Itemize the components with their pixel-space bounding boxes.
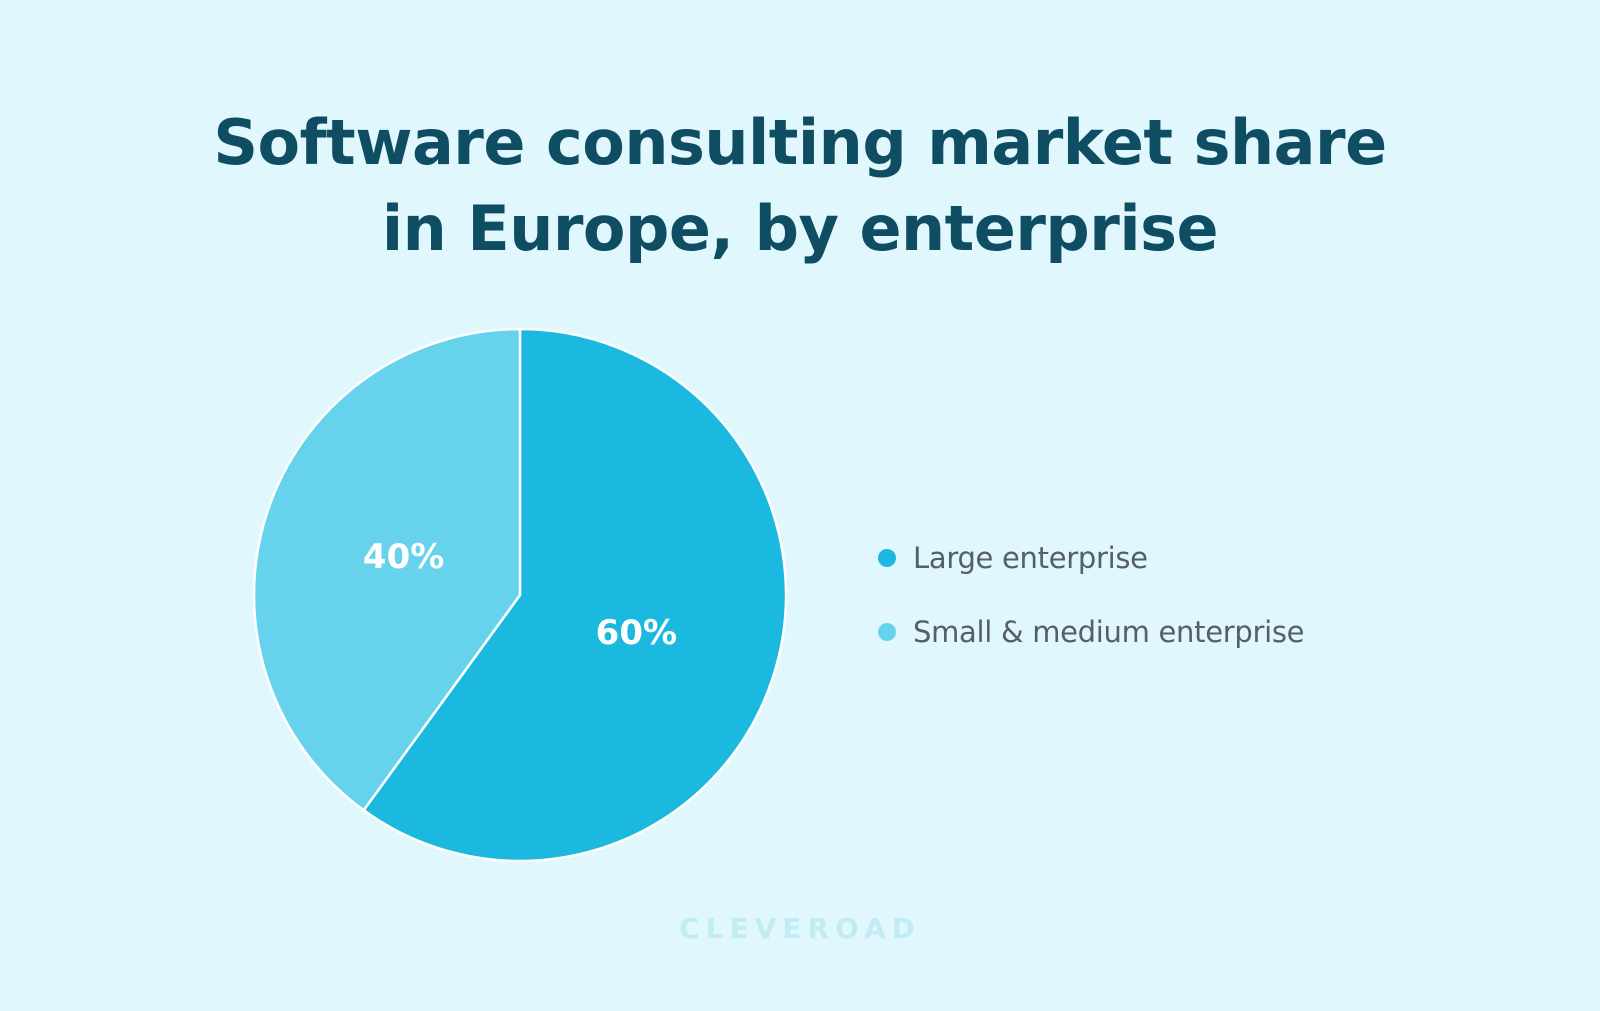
chart-title-line-1: Software consulting market share: [213, 106, 1387, 179]
pie-slice-large-enterprise: [362, 327, 788, 863]
legend-item-small-medium-enterprise: Small & medium enterprise: [878, 612, 1305, 652]
legend-label-small-medium-enterprise: Small & medium enterprise: [913, 615, 1305, 649]
pie-slice-label-small-medium-enterprise: 40%: [362, 537, 445, 578]
pie-slice-label-large-enterprise: 60%: [595, 612, 678, 653]
legend-label-large-enterprise: Large enterprise: [913, 541, 1148, 575]
legend-item-large-enterprise: Large enterprise: [878, 538, 1304, 578]
cleveroad-watermark-logo: CLEVEROAD: [679, 912, 921, 945]
chart-title: Software consulting market share in Euro…: [0, 100, 1600, 272]
pie-chart: [252, 327, 788, 863]
chart-title-line-2: in Europe, by enterprise: [381, 192, 1219, 265]
chart-legend: Large enterprise Small & medium enterpri…: [878, 538, 1305, 686]
legend-dot-large-enterprise: [878, 549, 896, 567]
pie-slice-small-medium-enterprise: [252, 327, 522, 812]
legend-dot-small-medium-enterprise: [878, 623, 896, 641]
